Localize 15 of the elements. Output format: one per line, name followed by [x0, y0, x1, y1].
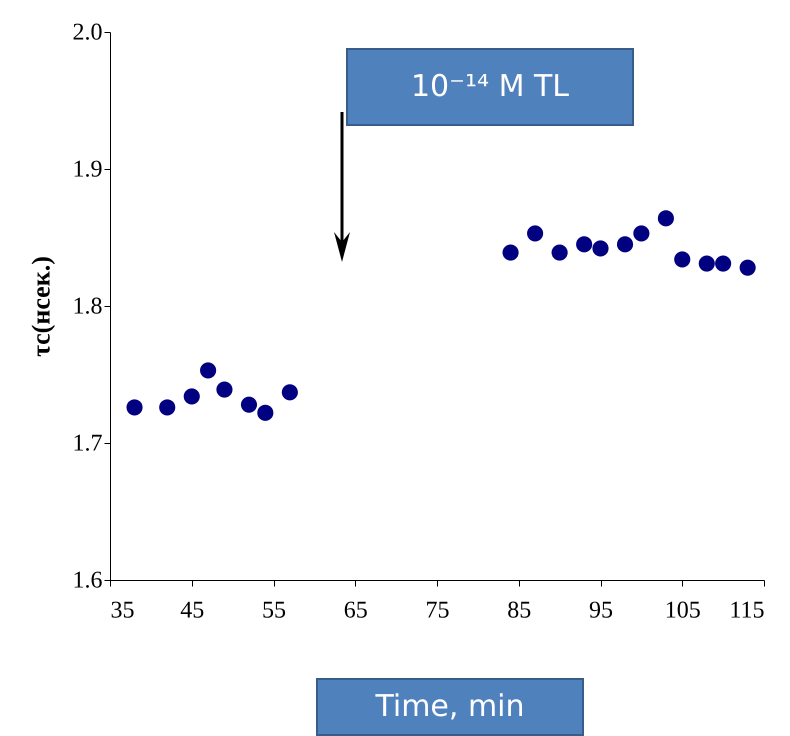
y-tick-label: 1.6	[72, 568, 102, 594]
x-tick-label: 115	[729, 598, 764, 624]
y-tick-label: 1.9	[72, 156, 102, 182]
x-tick-label: 35	[110, 598, 134, 624]
x-tick-label: 95	[589, 598, 613, 624]
y-tick-label: 1.7	[72, 430, 102, 456]
x-tick-label: 85	[507, 598, 532, 624]
y-tick-label: 2.0	[72, 20, 102, 46]
x-tick-label: 105	[664, 598, 701, 624]
x-tick-label: 65	[344, 598, 368, 624]
x-tick-label: 55	[262, 598, 286, 624]
y-axis-title: τc(нсек.)	[26, 256, 56, 357]
x-tick-label: 45	[180, 598, 204, 624]
y-tick-label: 1.8	[72, 294, 102, 320]
x-tick-label: 75	[426, 598, 450, 624]
